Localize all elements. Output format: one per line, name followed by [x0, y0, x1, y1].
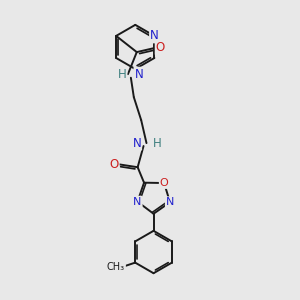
Text: H: H [118, 68, 127, 81]
Text: H: H [153, 136, 162, 150]
Text: O: O [160, 178, 169, 188]
Text: N: N [166, 197, 174, 207]
Text: N: N [133, 197, 142, 207]
Text: O: O [156, 41, 165, 54]
Text: N: N [132, 136, 141, 150]
Text: N: N [134, 68, 143, 81]
Text: N: N [150, 29, 159, 42]
Text: CH₃: CH₃ [107, 262, 125, 272]
Text: O: O [110, 158, 119, 171]
